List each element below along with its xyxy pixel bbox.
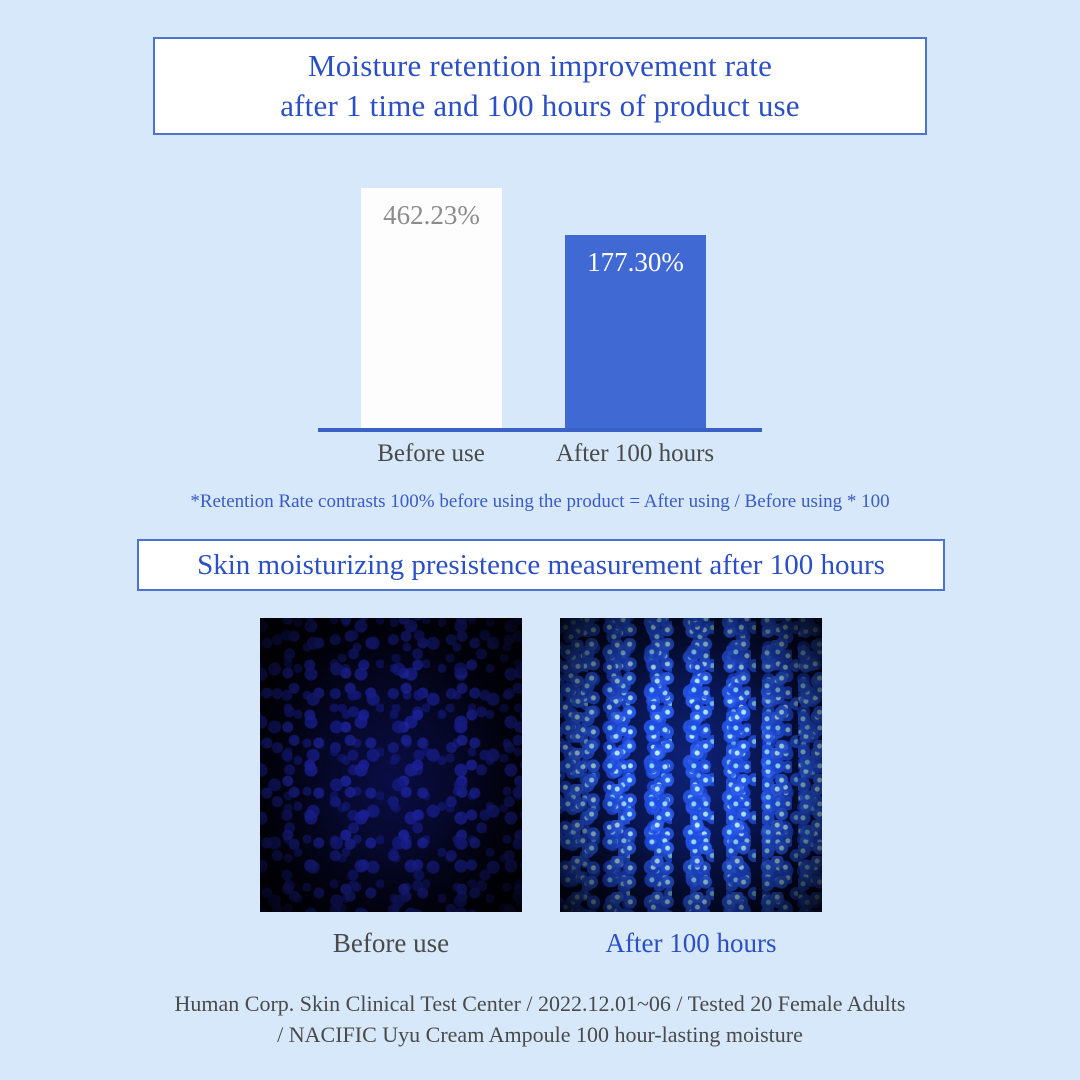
category-label-before: Before use [377,440,485,467]
section-heading-box: Skin moisturizing presistence measuremen… [137,539,945,591]
section-heading-text: Skin moisturizing presistence measuremen… [197,548,885,581]
bar-value-after: 177.30% [587,247,684,277]
bar-chart: 462.23% 177.30% Before use After 100 hou… [0,0,1080,512]
category-label-after: After 100 hours [555,440,715,467]
footer-line-1: Human Corp. Skin Clinical Test Center / … [174,991,906,1016]
image-caption-before: Before use [332,928,450,958]
title-line-1: Moisture retention improvement rate [307,48,773,83]
image-caption-after: After 100 hours [605,928,777,958]
microscopy-image-before [260,618,522,912]
bar-value-before: 462.23% [383,200,480,230]
chart-baseline-axis [318,428,762,432]
title-line-2: after 1 time and 100 hours of product us… [280,88,800,123]
chart-footnote: *Retention Rate contrasts 100% before us… [190,491,890,512]
skin-texture-after [560,618,822,912]
title-box: Moisture retention improvement rate afte… [153,37,927,135]
skin-texture-before [260,618,522,912]
footer: Human Corp. Skin Clinical Test Center / … [0,988,1080,1050]
bar-before-use: 462.23% [361,188,502,428]
bar-after-100-hours: 177.30% [565,235,706,428]
footer-line-2: / NACIFIC Uyu Cream Ampoule 100 hour-las… [277,1022,803,1047]
microscopy-image-after [560,618,822,912]
